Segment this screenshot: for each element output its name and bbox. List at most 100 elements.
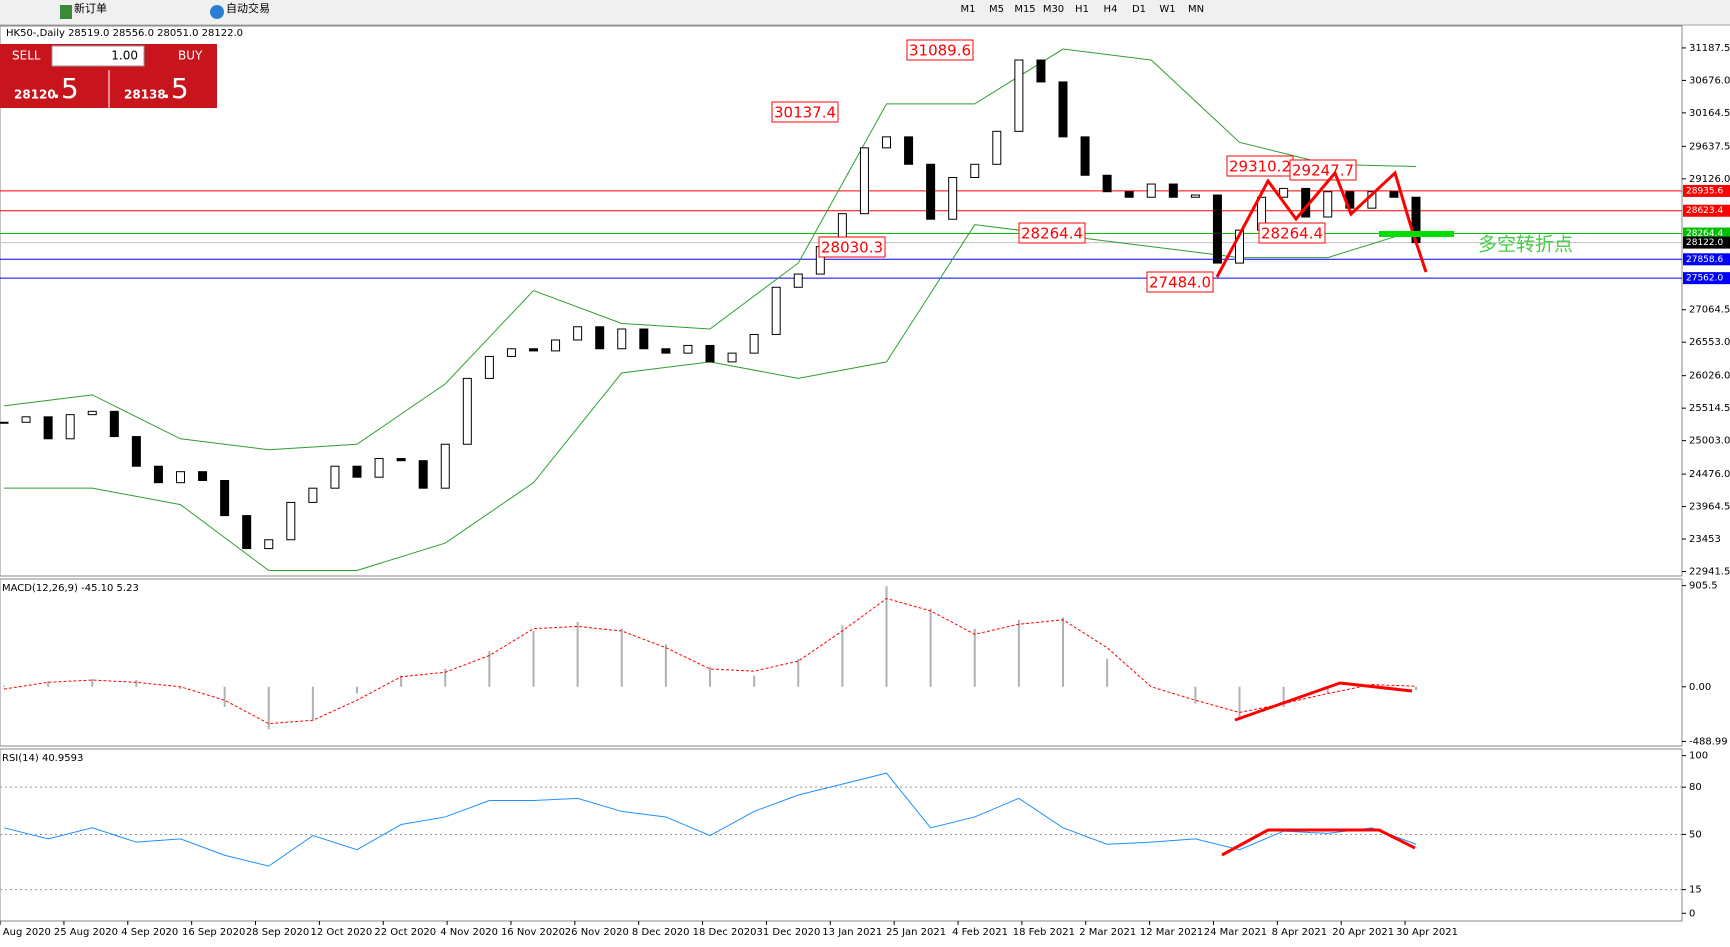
candle <box>1190 194 1200 198</box>
timeframe[interactable]: M5 <box>989 4 1004 15</box>
candle <box>1323 191 1333 218</box>
x-tick-label: 4 Nov 2020 <box>440 927 498 938</box>
macd-signal <box>3 598 1417 725</box>
candle <box>65 414 75 440</box>
timeframe[interactable]: D1 <box>1132 4 1146 15</box>
timeframe[interactable]: M15 <box>1014 4 1035 15</box>
y-tick-label: 15 <box>1689 885 1702 896</box>
candle <box>992 130 1002 165</box>
y-tick-label: 25003.0 <box>1689 436 1730 447</box>
macd-bar <box>753 675 756 687</box>
macd-bar <box>620 628 623 687</box>
macd-bar <box>3 685 5 687</box>
x-tick-label: 25 Jan 2021 <box>886 927 946 938</box>
candle <box>418 460 428 489</box>
bid-fraction[interactable]: .5 <box>52 72 79 105</box>
candle <box>1058 81 1068 138</box>
y-tick-label: 26026.0 <box>1689 371 1730 382</box>
rsi-panel <box>0 748 1683 922</box>
candle <box>330 465 340 489</box>
timeframe[interactable]: H4 <box>1104 4 1118 15</box>
x-tick-label: 8 Apr 2021 <box>1272 927 1327 938</box>
macd-bar <box>709 666 711 687</box>
y-tick-label: 31187.5 <box>1689 43 1730 54</box>
trade-panel: SELL 1.00 BUY 28120 .5 28138 .5 <box>0 44 217 108</box>
price-annotation: 28030.3 <box>818 236 886 258</box>
macd-bar <box>664 644 667 687</box>
macd-bar <box>532 630 535 687</box>
candle <box>1389 191 1399 198</box>
macd-bar <box>1106 658 1109 687</box>
macd-bar <box>135 680 138 687</box>
candle <box>153 465 163 484</box>
price-annotation: 30137.4 <box>771 101 839 123</box>
candle <box>109 410 119 438</box>
ask-fraction[interactable]: .5 <box>162 72 189 105</box>
candle <box>1168 183 1178 198</box>
timeframe[interactable]: M30 <box>1043 4 1064 15</box>
timeframe[interactable]: MN <box>1188 4 1204 15</box>
candle <box>1235 229 1244 264</box>
rsi-title: RSI(14) 40.9593 <box>2 753 83 764</box>
lot-size[interactable]: 1.00 <box>111 49 138 63</box>
level-label-bg <box>1683 253 1730 266</box>
macd-title: MACD(12,26,9) -45.10 5.23 <box>2 583 139 594</box>
candle <box>1102 174 1112 193</box>
level-label: 28935.6 <box>1686 186 1723 196</box>
chart-title: HK50-,Daily 28519.0 28556.0 28051.0 2812… <box>6 28 243 39</box>
x-tick-label: 8 Dec 2020 <box>632 927 690 938</box>
toolbar-group: 新订单 自动交易 <box>60 1 270 19</box>
x-tick-label: 25 Aug 2020 <box>54 927 118 938</box>
candle <box>727 352 737 363</box>
macd-bar <box>400 675 403 687</box>
auto-trade-icon[interactable] <box>210 5 224 19</box>
pivot-note: 多空转折点 <box>1478 234 1573 256</box>
auto-trade[interactable]: 自动交易 <box>226 1 270 15</box>
drawn-arrows <box>1215 170 1428 857</box>
candle <box>595 326 605 350</box>
macd-bar <box>311 686 314 721</box>
new-order-icon[interactable] <box>60 5 72 19</box>
macd-bar <box>1194 686 1197 704</box>
annotation-box <box>818 236 886 258</box>
candle <box>661 348 671 354</box>
y-tick-label: 0.00 <box>1689 682 1711 693</box>
candle <box>87 410 97 416</box>
macd-bar <box>1062 617 1064 687</box>
buy-button[interactable]: BUY <box>178 49 203 63</box>
y-tick-label: 905.5 <box>1689 581 1718 592</box>
main-panel <box>0 25 1683 577</box>
macd-bar <box>885 586 888 687</box>
y-tick-label: 50 <box>1689 829 1702 840</box>
sell-button[interactable]: SELL <box>12 49 41 63</box>
annotation-text: 28030.3 <box>821 239 883 257</box>
annotation-text: 28264.4 <box>1261 225 1323 243</box>
candle <box>506 348 516 357</box>
y-tick-label: 22941.5 <box>1689 567 1730 578</box>
y-tick-label: 25514.5 <box>1689 403 1730 414</box>
bid-price[interactable]: 28120 <box>14 88 56 102</box>
candle <box>904 136 914 165</box>
candle <box>131 436 141 467</box>
price-annotation: 29247.7 <box>1289 159 1357 181</box>
annotation-box <box>906 39 974 61</box>
candle <box>286 501 296 541</box>
ask-price[interactable]: 28138 <box>124 88 166 102</box>
new-order[interactable]: 新订单 <box>74 1 107 15</box>
lot-field[interactable] <box>51 45 145 67</box>
candle <box>43 416 53 440</box>
price-annotation: 29310.2 <box>1226 155 1294 177</box>
level-label-bg <box>1683 227 1730 240</box>
candle <box>683 344 693 354</box>
timeframe[interactable]: H1 <box>1075 4 1089 15</box>
timeframe[interactable]: W1 <box>1159 4 1175 15</box>
candle <box>617 328 627 350</box>
x-tick-label: 3 Aug 2020 <box>0 927 51 938</box>
macd-panel <box>0 578 1683 747</box>
price-annotation: 28264.4 <box>1258 222 1326 244</box>
annotation-box <box>1258 222 1326 244</box>
price-annotation: 27484.0 <box>1146 271 1214 293</box>
candle <box>440 443 450 489</box>
timeframe[interactable]: M1 <box>961 4 976 15</box>
